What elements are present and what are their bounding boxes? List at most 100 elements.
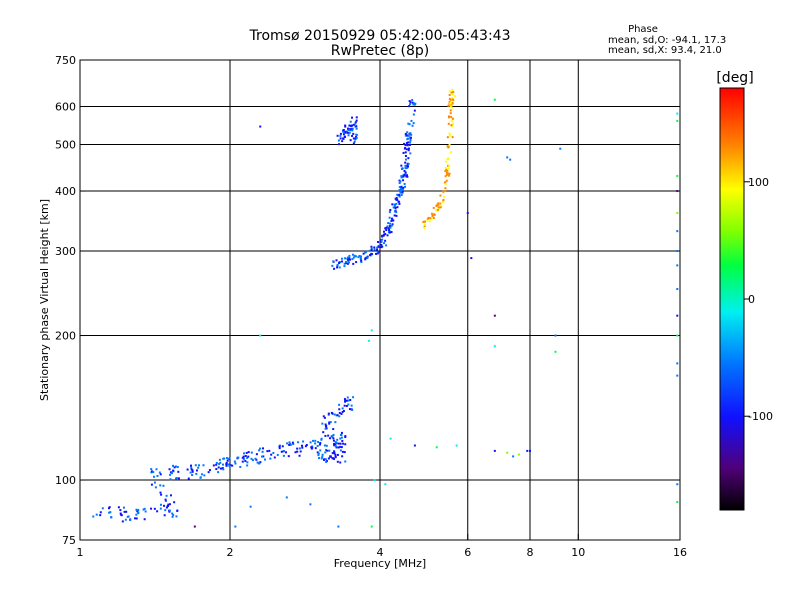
- data-point: [347, 259, 350, 262]
- data-point: [344, 260, 347, 263]
- data-point: [318, 457, 321, 460]
- data-point: [345, 405, 348, 408]
- data-point: [218, 458, 221, 461]
- data-point: [444, 170, 447, 173]
- data-point: [226, 459, 229, 462]
- data-point: [388, 211, 391, 214]
- data-point: [395, 211, 398, 214]
- data-point: [199, 476, 202, 479]
- data-point: [404, 164, 407, 167]
- data-point: [317, 454, 320, 457]
- data-point: [395, 214, 398, 217]
- data-point: [202, 464, 205, 467]
- data-point: [335, 441, 338, 444]
- colorbar-tick-label: -100: [748, 410, 773, 423]
- data-point: [217, 466, 220, 469]
- data-point: [386, 225, 389, 228]
- data-point: [393, 214, 396, 217]
- data-point: [407, 157, 410, 160]
- data-point: [170, 472, 173, 475]
- data-point: [289, 443, 292, 446]
- x-axis-ticks: 1 2 4 6 8 10 16: [77, 534, 687, 559]
- data-point: [367, 339, 370, 342]
- data-point: [455, 444, 458, 447]
- data-point: [321, 453, 324, 456]
- data-point: [158, 471, 161, 474]
- data-point: [151, 470, 154, 473]
- data-point: [321, 422, 324, 425]
- data-point: [288, 443, 291, 446]
- data-point: [439, 206, 442, 209]
- data-point: [432, 216, 435, 219]
- data-point: [215, 468, 218, 471]
- data-point: [278, 447, 281, 450]
- data-point: [343, 451, 346, 454]
- data-point: [406, 144, 409, 147]
- data-point: [347, 127, 350, 130]
- data-point: [407, 141, 410, 144]
- colorbar-tick-label: 100: [748, 176, 769, 189]
- data-point: [326, 449, 329, 452]
- data-point: [324, 448, 327, 451]
- data-point: [316, 451, 319, 454]
- data-point: [376, 252, 379, 255]
- data-point: [351, 116, 354, 119]
- data-point: [207, 471, 210, 474]
- data-point: [383, 233, 386, 236]
- data-point: [152, 471, 155, 474]
- data-point: [345, 262, 348, 265]
- data-point: [450, 101, 453, 104]
- data-point: [411, 124, 414, 127]
- data-point: [262, 455, 265, 458]
- data-point: [163, 514, 166, 517]
- data-point: [327, 412, 330, 415]
- data-point: [355, 261, 358, 264]
- data-point: [328, 449, 331, 452]
- data-point: [449, 112, 452, 115]
- data-point: [348, 261, 351, 264]
- data-point: [447, 164, 450, 167]
- data-point: [445, 179, 448, 182]
- data-point: [385, 244, 388, 247]
- colorbar-tick-label: 0: [748, 293, 755, 306]
- data-point: [320, 457, 323, 460]
- data-point: [174, 465, 177, 468]
- data-point: [338, 415, 341, 418]
- data-point: [255, 453, 258, 456]
- data-point: [346, 131, 349, 134]
- data-point: [296, 450, 299, 453]
- data-point: [247, 451, 250, 454]
- data-point: [403, 169, 406, 172]
- data-point: [342, 409, 345, 412]
- x-tick-label: 4: [377, 546, 384, 559]
- data-point: [164, 499, 167, 502]
- x-tick-label: 10: [571, 546, 585, 559]
- data-point: [155, 468, 158, 471]
- data-point: [333, 413, 336, 416]
- x-axis-label: Frequency [MHz]: [334, 557, 426, 570]
- data-point: [259, 461, 262, 464]
- data-point: [338, 403, 341, 406]
- data-point: [354, 121, 357, 124]
- data-point: [409, 141, 412, 144]
- data-point: [137, 508, 140, 511]
- data-point: [389, 208, 392, 211]
- data-point: [298, 454, 301, 457]
- data-point: [354, 122, 357, 125]
- data-point: [347, 256, 350, 259]
- data-point: [450, 106, 453, 109]
- data-point: [331, 457, 334, 460]
- data-point: [309, 503, 312, 506]
- data-point: [400, 176, 403, 179]
- data-point: [325, 425, 328, 428]
- data-point: [171, 515, 174, 518]
- data-point: [191, 474, 194, 477]
- data-point: [370, 248, 373, 251]
- data-point: [413, 109, 416, 112]
- data-point: [348, 258, 351, 261]
- data-point: [142, 508, 145, 511]
- data-point: [444, 181, 447, 184]
- data-point: [353, 254, 356, 257]
- data-point: [340, 412, 343, 415]
- data-point: [198, 464, 201, 467]
